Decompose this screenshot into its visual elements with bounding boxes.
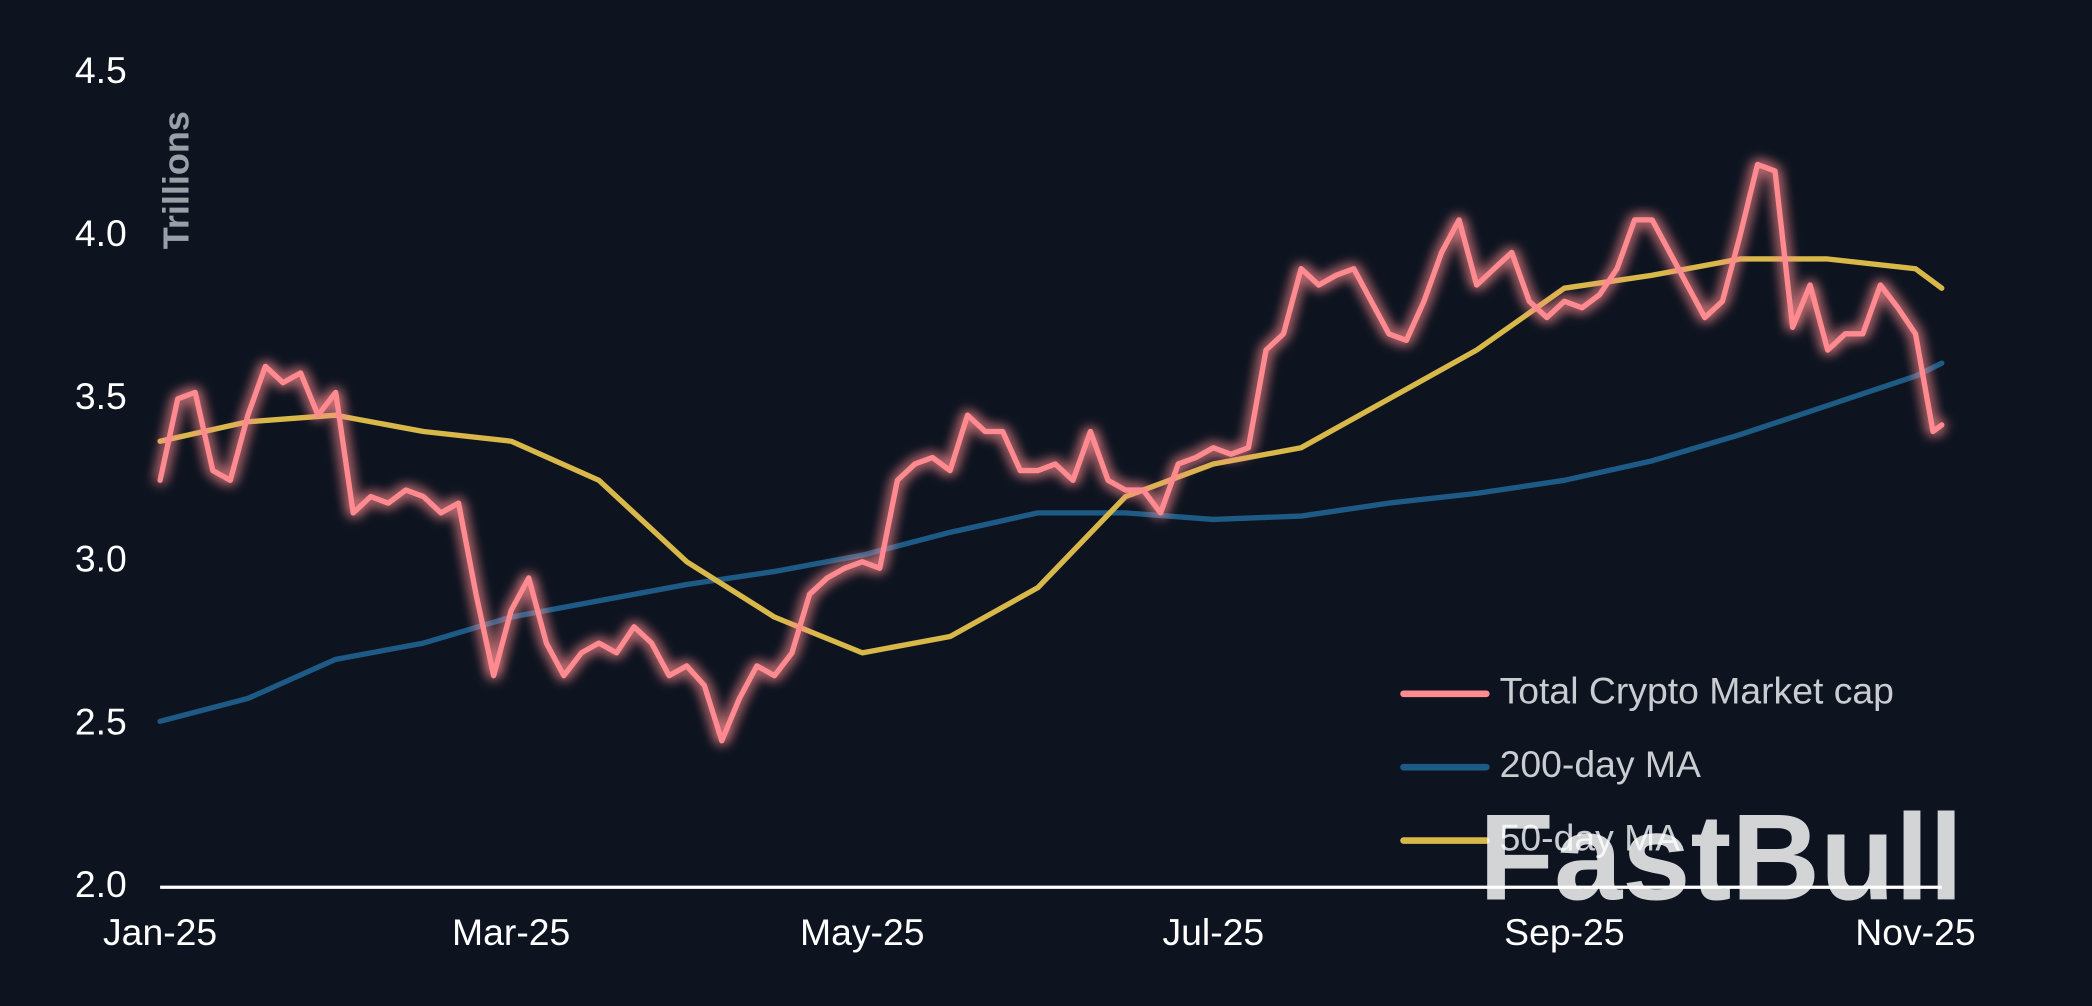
y-tick-label: 4.5: [75, 49, 127, 91]
y-axis-label: Trillions: [155, 111, 196, 249]
y-tick-label: 2.5: [75, 700, 127, 742]
series-line: [157, 256, 1945, 656]
x-tick-label: Jan-25: [103, 911, 217, 953]
x-tick-label: Sep-25: [1504, 911, 1624, 953]
y-tick-label: 2.0: [75, 863, 127, 905]
series-line: [157, 360, 1945, 724]
plot-area: 2.0 2.5 3.0 3.5 4.0 4.5 Jan-25 Mar-25 May-25 Jul-…: [75, 49, 1976, 953]
watermark: FastBull: [1479, 790, 1963, 927]
x-tick-label: May-25: [800, 911, 925, 953]
y-tick-label: 4.0: [75, 212, 127, 254]
legend-label: Total Crypto Market cap: [1500, 670, 1894, 712]
x-tick-label: Jul-25: [1162, 911, 1264, 953]
series-line: [157, 161, 1945, 744]
y-tick-label: 3.0: [75, 538, 127, 580]
x-tick-label: Nov-25: [1855, 911, 1975, 953]
legend-label: 200-day MA: [1500, 743, 1701, 785]
legend-label: 50-day MA: [1500, 816, 1681, 858]
x-tick-label: Mar-25: [452, 911, 570, 953]
y-tick-label: 3.5: [75, 375, 127, 417]
